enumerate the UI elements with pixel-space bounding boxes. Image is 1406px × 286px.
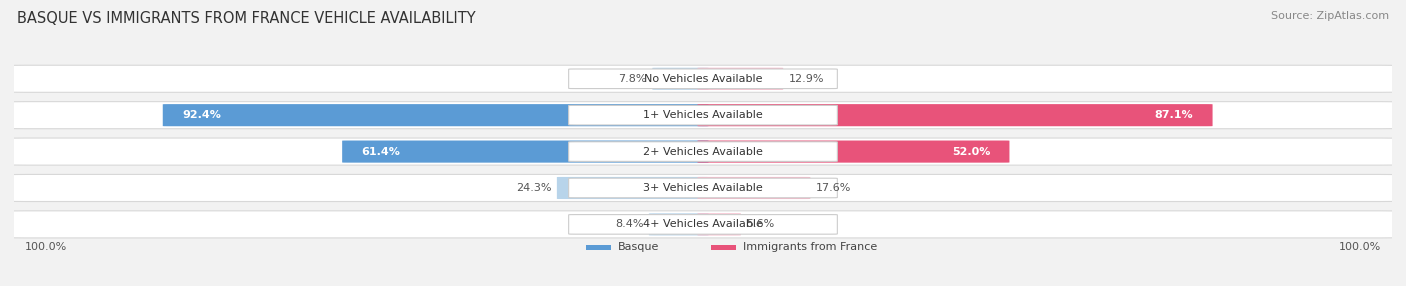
FancyBboxPatch shape bbox=[652, 68, 709, 90]
FancyBboxPatch shape bbox=[650, 213, 709, 235]
Text: 7.8%: 7.8% bbox=[619, 74, 647, 84]
Text: 4+ Vehicles Available: 4+ Vehicles Available bbox=[643, 219, 763, 229]
FancyBboxPatch shape bbox=[586, 245, 610, 250]
Text: BASQUE VS IMMIGRANTS FROM FRANCE VEHICLE AVAILABILITY: BASQUE VS IMMIGRANTS FROM FRANCE VEHICLE… bbox=[17, 11, 475, 26]
FancyBboxPatch shape bbox=[697, 68, 783, 90]
Text: 12.9%: 12.9% bbox=[789, 74, 824, 84]
FancyBboxPatch shape bbox=[8, 65, 1398, 92]
FancyBboxPatch shape bbox=[8, 211, 1398, 238]
Text: 61.4%: 61.4% bbox=[361, 147, 401, 156]
FancyBboxPatch shape bbox=[8, 174, 1398, 202]
Text: 1+ Vehicles Available: 1+ Vehicles Available bbox=[643, 110, 763, 120]
Text: Immigrants from France: Immigrants from France bbox=[742, 242, 877, 252]
FancyBboxPatch shape bbox=[568, 178, 838, 198]
FancyBboxPatch shape bbox=[8, 138, 1398, 165]
FancyBboxPatch shape bbox=[568, 69, 838, 89]
Text: 8.4%: 8.4% bbox=[614, 219, 644, 229]
FancyBboxPatch shape bbox=[711, 245, 737, 250]
FancyBboxPatch shape bbox=[557, 177, 709, 199]
Text: Source: ZipAtlas.com: Source: ZipAtlas.com bbox=[1271, 11, 1389, 21]
Text: 92.4%: 92.4% bbox=[181, 110, 221, 120]
FancyBboxPatch shape bbox=[697, 177, 810, 199]
FancyBboxPatch shape bbox=[697, 140, 1010, 163]
Text: 24.3%: 24.3% bbox=[516, 183, 551, 193]
Text: No Vehicles Available: No Vehicles Available bbox=[644, 74, 762, 84]
Text: 52.0%: 52.0% bbox=[952, 147, 990, 156]
Text: 3+ Vehicles Available: 3+ Vehicles Available bbox=[643, 183, 763, 193]
FancyBboxPatch shape bbox=[697, 104, 1212, 126]
Text: 100.0%: 100.0% bbox=[25, 242, 67, 252]
Text: 17.6%: 17.6% bbox=[815, 183, 851, 193]
Text: 5.6%: 5.6% bbox=[747, 219, 775, 229]
Text: 87.1%: 87.1% bbox=[1154, 110, 1194, 120]
FancyBboxPatch shape bbox=[697, 213, 741, 235]
Text: 2+ Vehicles Available: 2+ Vehicles Available bbox=[643, 147, 763, 156]
FancyBboxPatch shape bbox=[8, 102, 1398, 129]
FancyBboxPatch shape bbox=[342, 140, 709, 163]
FancyBboxPatch shape bbox=[163, 104, 709, 126]
Text: Basque: Basque bbox=[617, 242, 659, 252]
FancyBboxPatch shape bbox=[568, 105, 838, 125]
Text: 100.0%: 100.0% bbox=[1339, 242, 1381, 252]
FancyBboxPatch shape bbox=[568, 214, 838, 234]
FancyBboxPatch shape bbox=[568, 142, 838, 161]
